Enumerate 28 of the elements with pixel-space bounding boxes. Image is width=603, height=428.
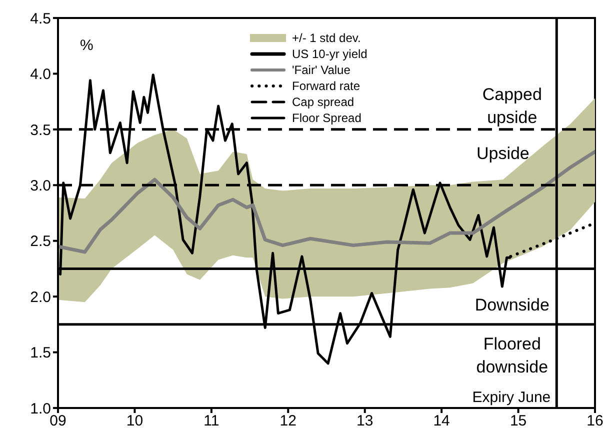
annotation: Capped upside <box>482 84 542 126</box>
y-tick-label: 2.0 <box>30 288 51 306</box>
x-tick-label: 13 <box>356 412 374 428</box>
legend-label: Floor Spread <box>292 110 362 126</box>
x-tick-label: 14 <box>433 412 450 428</box>
legend-label: US 10-yr yield <box>292 46 368 62</box>
y-tick-label: 2.5 <box>30 233 51 250</box>
y-tick-label: 3.0 <box>30 177 51 194</box>
x-tick-label: 12 <box>280 412 296 428</box>
annotation: Floored downside <box>476 334 548 376</box>
x-tick-label: 10 <box>126 412 144 428</box>
x-tick-label: 11 <box>204 412 220 428</box>
y-tick-label: 3.5 <box>30 122 51 139</box>
x-tick-label: 09 <box>50 412 66 428</box>
legend-label: 'Fair' Value <box>292 62 350 78</box>
annotation: Downside <box>474 294 550 314</box>
y-tick-label: 1.0 <box>30 400 51 418</box>
annotation: +/- 1 std dev. <box>292 30 361 46</box>
x-tick-label: 15 <box>510 412 527 428</box>
legend-label: Cap spread <box>292 94 354 110</box>
x-tick-label: 16 <box>586 412 603 428</box>
annotation: Upside <box>476 143 530 162</box>
legend-label: Forward rate <box>292 78 360 94</box>
y-tick-label: 4.0 <box>30 66 51 84</box>
y-tick-label: 1.5 <box>30 344 51 362</box>
annotation: % <box>80 37 94 54</box>
y-tick-label: 4.5 <box>30 10 51 28</box>
ref-line-label: Expiry June <box>472 389 551 406</box>
